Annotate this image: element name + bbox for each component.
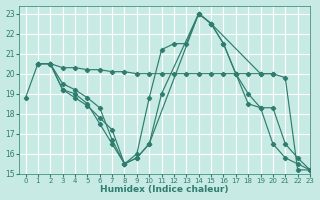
X-axis label: Humidex (Indice chaleur): Humidex (Indice chaleur): [100, 185, 229, 194]
